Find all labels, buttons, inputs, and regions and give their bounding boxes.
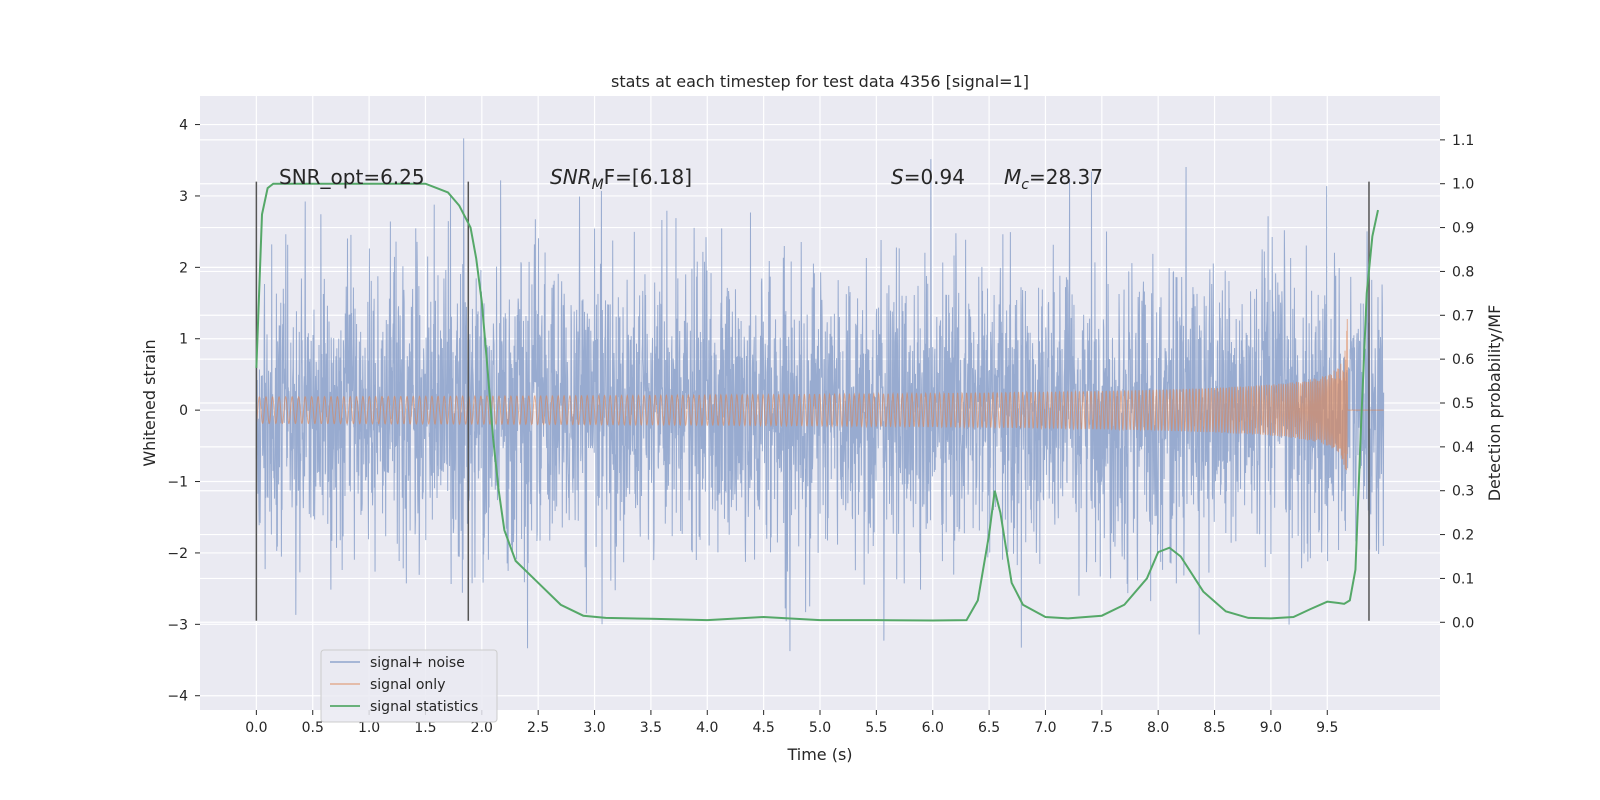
annotation-s-main: S <box>891 165 904 189</box>
y-tick-label: 4 <box>179 118 188 134</box>
signal-noise-series <box>255 138 1385 652</box>
y-right-tick-label: 0.5 <box>1452 396 1474 412</box>
x-tick-label: 1.0 <box>358 720 380 736</box>
legend-label-signal-noise: signal+ noise <box>370 655 465 671</box>
legend-box <box>320 649 498 723</box>
x-tick-label: 3.5 <box>640 720 662 736</box>
signal-only-series <box>255 318 1384 471</box>
legend-label-signal-statistics: signal statistics <box>370 699 478 715</box>
x-axis-title: Time (s) <box>786 745 852 764</box>
y-right-tick-label: 0.1 <box>1452 571 1474 587</box>
x-tick-label: 1.5 <box>414 720 436 736</box>
y-tick-label: 2 <box>179 260 188 276</box>
x-tick-label: 4.5 <box>753 720 775 736</box>
x-tick-label: 7.5 <box>1091 720 1113 736</box>
y-right-tick-label: 0.8 <box>1452 264 1474 280</box>
annotation-snr-mf-rest: F=[6.18] <box>604 165 692 189</box>
x-tick-label: 0.0 <box>245 720 267 736</box>
y-right-tick-label: 1.0 <box>1452 177 1474 193</box>
signal-statistics-series <box>255 182 1379 622</box>
y-right-tick-label: 0.4 <box>1452 440 1474 456</box>
annotation-mc-rest: =28.37 <box>1029 165 1103 189</box>
x-tick-label: 3.0 <box>583 720 605 736</box>
annotation-mc-sub: c <box>1021 177 1029 193</box>
x-tick-label: 5.0 <box>809 720 831 736</box>
y-right-tick-label: 0.0 <box>1452 615 1474 631</box>
x-tick-label: 9.5 <box>1316 720 1338 736</box>
x-tick-label: 8.5 <box>1203 720 1225 736</box>
y-right-tick-label: 0.7 <box>1452 308 1474 324</box>
annotation-s-rest: =0.94 <box>904 165 965 189</box>
legend: signal+ noise signal only signal statist… <box>320 649 498 723</box>
y-right-tick-label: 0.6 <box>1452 352 1474 368</box>
annotation-snr-mf: SNRMF=[6.18] <box>550 165 692 193</box>
x-tick-label: 6.5 <box>978 720 1000 736</box>
x-tick-label: 6.0 <box>922 720 944 736</box>
annotation-mc: Mc=28.37 <box>1004 165 1103 193</box>
chart-title: stats at each timestep for test data 435… <box>611 72 1029 91</box>
y-tick-label: 0 <box>179 403 188 419</box>
x-tick-label: 5.5 <box>865 720 887 736</box>
x-tick-label: 4.0 <box>696 720 718 736</box>
y-tick-label: −4 <box>167 689 188 705</box>
x-tick-label: 0.5 <box>302 720 324 736</box>
y-tick-label: 1 <box>179 332 188 348</box>
axis-ticks: 0.0 0.5 1.0 1.5 2.0 2.5 3.0 3.5 4.0 4.5 5.0 5.5 6.0 6… <box>167 118 1474 736</box>
y-tick-label: −1 <box>167 475 188 491</box>
window-markers <box>255 181 1370 621</box>
signal-noise-line <box>255 138 1385 652</box>
x-tick-label: 8.0 <box>1147 720 1169 736</box>
signal-statistics-line <box>255 182 1379 622</box>
x-tick-label: 7.0 <box>1034 720 1056 736</box>
y-tick-label: 3 <box>179 189 188 205</box>
annotation-mc-main: M <box>1004 165 1021 189</box>
x-tick-label: 2.5 <box>527 720 549 736</box>
y-axis-right-title: Detection probability/MF <box>1485 305 1504 502</box>
y-right-tick-label: 0.2 <box>1452 528 1474 544</box>
y-right-tick-label: 1.1 <box>1452 133 1474 149</box>
y-tick-label: −2 <box>167 546 188 562</box>
x-tick-label: 9.0 <box>1260 720 1282 736</box>
annotation-snr-opt: SNR_opt=6.25 <box>279 165 425 189</box>
signal-only-line <box>255 318 1384 471</box>
y-axis-title: Whitened strain <box>140 339 159 466</box>
annotation-snr-mf-main: SNR <box>550 165 592 189</box>
x-tick-label: 2.0 <box>471 720 493 736</box>
y-right-tick-label: 0.9 <box>1452 221 1474 237</box>
y-right-tick-label: 0.3 <box>1452 484 1474 500</box>
y-tick-label: −3 <box>167 617 188 633</box>
legend-label-signal-only: signal only <box>370 677 445 693</box>
annotation-snr-mf-sub: M <box>592 177 604 193</box>
annotation-s: S=0.94 <box>891 165 965 189</box>
